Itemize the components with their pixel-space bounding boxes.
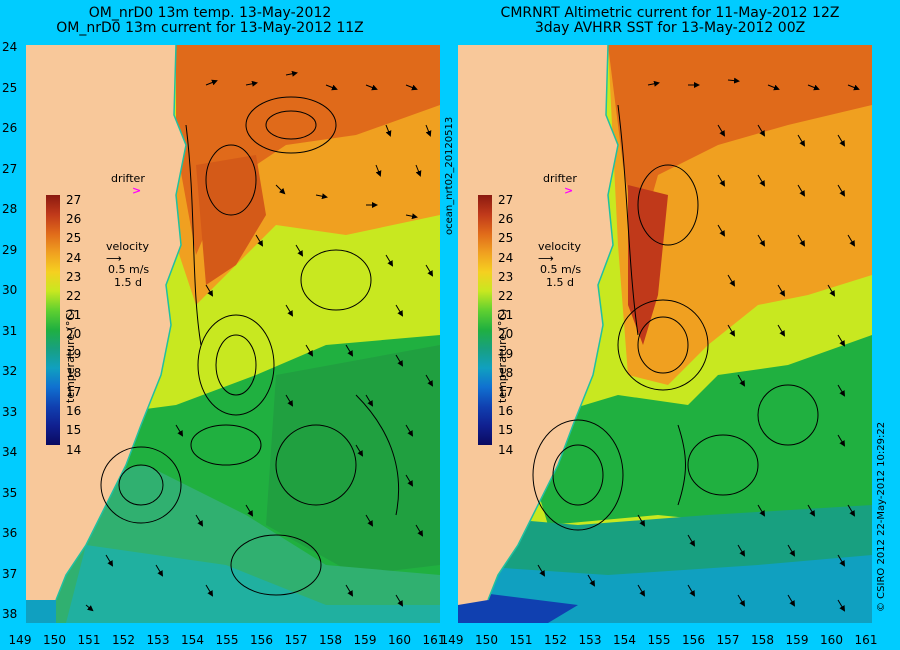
colorbar-tick-label: 24 [498, 250, 514, 265]
longitude-tick-label: 149 [8, 633, 32, 647]
colorbar-tick-label: 25 [66, 231, 82, 246]
latitude-tick-label: 31 [2, 323, 18, 338]
right-colorbar [478, 195, 492, 445]
longitude-tick-label: 157 [716, 633, 740, 647]
colorbar-tick-label: 27 [498, 193, 514, 207]
latitude-tick-label: 33 [2, 404, 18, 419]
run-id-label: ocean_nrt02_20120513 [444, 116, 455, 235]
colorbar-tick-label: 16 [66, 404, 82, 419]
longitude-tick-label: 150 [43, 633, 66, 647]
left-colorbar-title: temperature (°C) [64, 308, 77, 403]
left-velocity-label: velocity [106, 240, 149, 253]
longitude-tick-label: 152 [544, 633, 567, 647]
colorbar-tick-label: 17 [66, 385, 82, 399]
longitude-tick-label: 159 [353, 633, 377, 647]
right-map-panel: 27 26 25 24 23 22 21 20 19 18 17 16 15 14 temperature… [458, 45, 872, 623]
right-scale-speed: 0.5 m/s [540, 263, 582, 276]
colorbar-tick-label: 26 [498, 212, 514, 227]
latitude-tick-label: 37 [2, 566, 18, 581]
latitude-tick-label: 25 [2, 80, 18, 95]
longitude-tick-label: 161 [854, 633, 878, 647]
longitude-tick-label: 159 [785, 633, 809, 647]
left-sst-map [26, 45, 440, 623]
colorbar-tick-label: 18 [498, 365, 514, 380]
right-velocity-label: velocity [538, 240, 581, 253]
left-drifter-marker: > [132, 184, 142, 197]
longitude-tick-label: 158 [751, 633, 774, 647]
colorbar-tick-label: 16 [498, 404, 514, 419]
right-drifter-marker: > [564, 184, 574, 197]
latitude-tick-label: 34 [2, 445, 18, 459]
colorbar-tick-label: 19 [498, 346, 514, 361]
longitude-tick-label: 158 [319, 633, 342, 647]
colorbar-tick-label: 26 [66, 212, 82, 227]
colorbar-tick-label: 18 [66, 365, 82, 380]
colorbar-tick-label: 24 [66, 250, 82, 265]
longitude-tick-label: 150 [475, 633, 498, 647]
colorbar-tick-label: 21 [498, 308, 514, 323]
colorbar-tick-label: 15 [66, 423, 82, 438]
colorbar-tick-label: 20 [498, 327, 514, 342]
longitude-tick-label: 151 [77, 633, 101, 647]
right-colorbar-title: temperature (°C) [496, 308, 509, 403]
colorbar-tick-label: 22 [66, 289, 82, 303]
right-velocity-arrow: ⟶ [538, 252, 554, 265]
left-map-panel: 27 26 25 24 23 22 21 20 19 18 17 16 15 14 temperature… [26, 45, 440, 623]
longitude-tick-label: 155 [215, 633, 239, 647]
right-scale-days: 1.5 d [546, 276, 574, 289]
colorbar-tick-label: 25 [498, 231, 514, 246]
latitude-tick-label: 36 [2, 526, 18, 540]
copyright-label: © CSIRO 2012 22-May-2012 10:29:22 [876, 421, 887, 612]
latitude-tick-label: 26 [2, 121, 18, 135]
latitude-tick-label: 32 [2, 364, 18, 378]
colorbar-tick-label: 17 [498, 385, 514, 399]
left-drifter-label: drifter [111, 172, 145, 185]
colorbar-tick-label: 20 [66, 327, 82, 342]
longitude-tick-label: 152 [112, 633, 135, 647]
longitude-tick-label: 160 [820, 633, 843, 647]
latitude-tick-label: 24 [2, 40, 18, 54]
longitude-tick-label: 160 [388, 633, 411, 647]
longitude-tick-label: 155 [647, 633, 671, 647]
longitude-tick-label: 153 [146, 633, 170, 647]
right-sst-map [458, 45, 872, 623]
colorbar-tick-label: 14 [498, 442, 514, 457]
longitude-tick-label: 156 [250, 633, 273, 647]
longitude-tick-label: 157 [284, 633, 308, 647]
colorbar-tick-label: 27 [66, 193, 82, 207]
colorbar-tick-label: 15 [498, 423, 514, 438]
latitude-tick-label: 28 [2, 202, 18, 216]
colorbar-tick-label: 22 [498, 289, 514, 303]
right-panel-title: CMRNRT Altimetric current for 11-May-201… [500, 5, 840, 36]
latitude-tick-label: 38 [2, 607, 18, 621]
longitude-tick-label: 149 [440, 633, 464, 647]
latitude-tick-label: 30 [2, 283, 18, 297]
longitude-tick-label: 156 [682, 633, 705, 647]
longitude-tick-label: 154 [181, 633, 204, 647]
right-drifter-label: drifter [543, 172, 577, 185]
longitude-tick-label: 153 [578, 633, 602, 647]
left-scale-days: 1.5 d [114, 276, 142, 289]
left-panel-title: OM_nrD0 13m temp. 13-May-2012 OM_nrD0 13… [56, 5, 364, 36]
left-colorbar [46, 195, 60, 445]
colorbar-tick-label: 19 [66, 346, 82, 361]
longitude-tick-label: 151 [509, 633, 533, 647]
latitude-tick-label: 29 [2, 242, 18, 257]
latitude-tick-label: 35 [2, 485, 18, 500]
longitude-tick-label: 154 [613, 633, 636, 647]
latitude-tick-label: 27 [2, 161, 18, 176]
colorbar-tick-label: 23 [66, 269, 82, 284]
colorbar-tick-label: 21 [66, 308, 82, 323]
colorbar-tick-label: 14 [66, 442, 82, 457]
left-velocity-arrow: ⟶ [106, 252, 122, 265]
colorbar-tick-label: 23 [498, 269, 514, 284]
longitude-tick-label: 161 [422, 633, 446, 647]
left-scale-speed: 0.5 m/s [108, 263, 150, 276]
